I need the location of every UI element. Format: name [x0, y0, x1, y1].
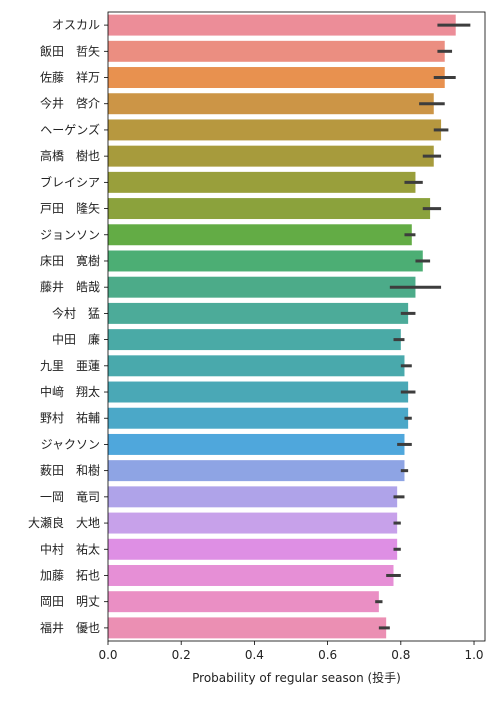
bar	[108, 302, 409, 324]
y-tick-label: 岡田 明丈	[40, 595, 100, 609]
bar	[108, 93, 434, 115]
bar	[108, 329, 401, 351]
error-bars-layer	[375, 23, 471, 630]
bar	[108, 171, 416, 193]
y-tick-label: 今井 啓介	[40, 96, 100, 111]
bar	[108, 512, 398, 534]
y-tick-label: 中﨑 翔太	[40, 384, 100, 399]
y-tick-label: 今村 猛	[52, 305, 100, 320]
bar	[108, 617, 387, 639]
bar	[108, 250, 423, 272]
y-tick-label: 床田 寛樹	[40, 253, 100, 268]
y-tick-label: 一岡 竜司	[40, 490, 100, 504]
bar	[108, 224, 412, 246]
y-tick-label: 九里 亜蓮	[40, 359, 100, 373]
bar	[108, 486, 398, 508]
y-tick-label: ジャクソン	[41, 437, 100, 451]
x-tick-label: 0.6	[318, 648, 337, 662]
bar	[108, 40, 445, 62]
bar	[108, 381, 409, 403]
x-tick-label: 0.0	[98, 648, 117, 662]
y-tick-label: ブレイシア	[40, 174, 100, 189]
bar	[108, 276, 416, 298]
x-axis-label: Probability of regular season (投手)	[192, 670, 401, 685]
bar	[108, 119, 442, 141]
y-tick-label: 薮田 和樹	[40, 464, 100, 478]
y-tick-label: ジョンソン	[40, 228, 100, 242]
x-tick-label: 0.8	[391, 648, 410, 662]
x-tick-label: 1.0	[464, 648, 483, 662]
y-tick-label: 飯田 哲矢	[40, 43, 100, 58]
y-tick-label: 佐藤 祥万	[40, 71, 100, 85]
y-tick-label: オスカル	[52, 18, 100, 32]
bar	[108, 14, 456, 36]
bar	[108, 591, 379, 613]
bar	[108, 407, 409, 429]
y-tick-label: 中田 廉	[52, 332, 100, 347]
plot-frame	[107, 11, 486, 642]
bar	[108, 433, 405, 455]
y-tick-label: 藤井 皓哉	[40, 279, 100, 294]
x-tick-label: 0.4	[245, 648, 264, 662]
y-tick-label: 高橋 樹也	[40, 148, 100, 163]
bar	[108, 460, 405, 482]
y-tick-label: 福井 優也	[40, 620, 100, 635]
bar	[108, 198, 431, 220]
x-tick-labels: 0.0 0.2 0.4 0.6 0.8 1.0	[98, 641, 484, 662]
bar	[108, 564, 394, 586]
y-tick-label: 戸田 隆矢	[40, 201, 100, 216]
bar	[108, 538, 398, 560]
y-tick-label: 中村 祐太	[40, 541, 100, 556]
x-tick-label: 0.2	[172, 648, 191, 662]
y-tick-label: 野村 祐輔	[40, 411, 100, 425]
bar	[108, 355, 405, 377]
bars-layer	[108, 14, 456, 639]
bar	[108, 67, 445, 89]
y-tick-label: 加藤 拓也	[40, 568, 100, 582]
bar	[108, 145, 434, 167]
y-tick-label: 大瀬良 大地	[28, 515, 100, 530]
y-tick-label: ヘーゲンズ	[40, 122, 100, 137]
